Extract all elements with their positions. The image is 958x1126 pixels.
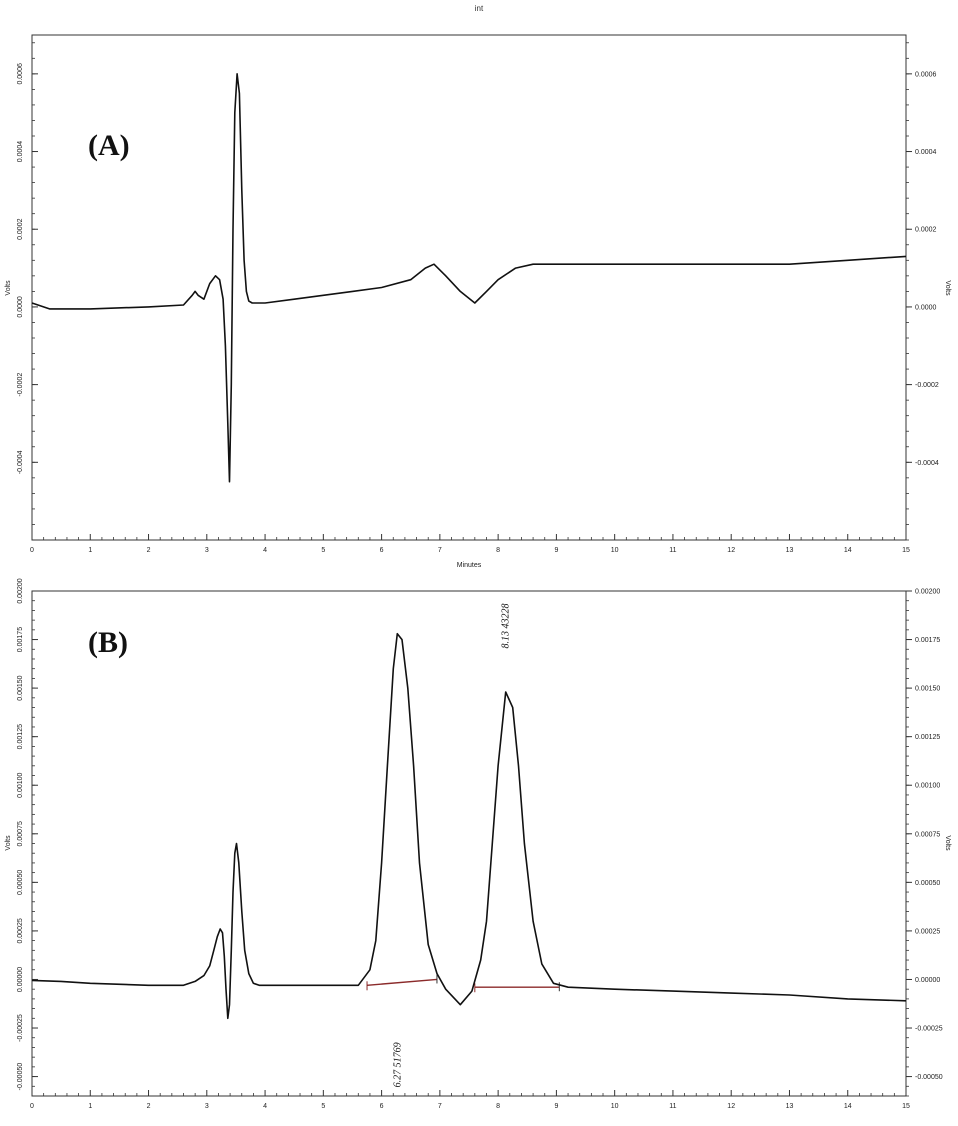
panel-b-x-tick-label: 3 — [205, 1103, 209, 1110]
panel-b-x-tick-label: 4 — [263, 1103, 267, 1110]
panel-a-y-tick-label-right: 0.0002 — [915, 227, 937, 234]
panel-a-x-tick-label: 1 — [88, 547, 92, 554]
panel-a-y-tick-label-right: -0.0004 — [915, 460, 939, 467]
panel-a-y-axis-title-right: Volts — [944, 280, 951, 296]
panel-a-x-tick-label: 7 — [438, 547, 442, 554]
panel-a-x-tick-label: 12 — [727, 547, 735, 554]
chromatogram-panel-a: (A) Minutes Volts Volts 0 1 2 3 4 5 6 7 8 9 10 11 12… — [5, 34, 951, 569]
panel-b-ticks: 0 1 2 3 4 5 6 7 8 9 10 11 12 13 14 15-0.00050 -0.00050-0… — [17, 578, 943, 1110]
panel-b-x-tick-label: 15 — [902, 1103, 910, 1110]
panel-b-y-tick-label-right: 0.00025 — [915, 928, 940, 935]
panel-b-x-tick-label: 13 — [786, 1103, 794, 1110]
panel-a-x-tick-label: 2 — [147, 547, 151, 554]
panel-b-x-tick-label: 8 — [496, 1103, 500, 1110]
panel-b-y-tick-label-left: -0.00050 — [17, 1063, 24, 1091]
panel-a-y-tick-label-left: 0.0004 — [17, 141, 24, 163]
panel-b-peak-annotation: 6.27 51769 — [392, 1042, 403, 1087]
panel-a-x-tick-label: 6 — [380, 547, 384, 554]
panel-b-integration-baseline — [366, 978, 438, 986]
panel-b-y-tick-label-left: 0.00125 — [17, 724, 24, 749]
panel-a-y-tick-label-right: -0.0002 — [915, 382, 939, 389]
panel-a-y-tick-label-left: 0.0006 — [17, 63, 24, 85]
panel-b-y-axis-title-left: Volts — [5, 835, 12, 851]
panel-a-y-axis-title-left: Volts — [5, 280, 12, 296]
panel-a-y-tick-label-left: 0.0000 — [17, 296, 24, 318]
panel-a-x-tick-label: 15 — [902, 547, 910, 554]
panel-b-x-tick-label: 6 — [380, 1103, 384, 1110]
panel-a-x-tick-label: 4 — [263, 547, 267, 554]
panel-a-y-tick-label-right: 0.0004 — [915, 149, 937, 156]
panel-b-y-tick-label-left: 0.00025 — [17, 918, 24, 943]
panel-a-y-tick-label-left: -0.0002 — [17, 373, 24, 397]
panel-a-frame — [31, 34, 907, 541]
panel-b-y-tick-label-right: -0.00050 — [915, 1074, 943, 1081]
panel-a-x-tick-label: 13 — [786, 547, 794, 554]
panel-a-x-tick-label: 8 — [496, 547, 500, 554]
panel-b-y-tick-label-right: 0.00100 — [915, 783, 940, 790]
panel-a-x-tick-label: 5 — [321, 547, 325, 554]
panel-b-peak-annotation: 8.13 43228 — [501, 603, 512, 648]
panel-a-x-tick-label: 9 — [554, 547, 558, 554]
panel-b-y-tick-label-right: -0.00025 — [915, 1026, 943, 1033]
panel-b-x-tick-label: 2 — [147, 1103, 151, 1110]
chromatogram-panel-b: (B) Volts Volts 0 1 2 3 4 5 6 7 8 9 10 11 12 13 14 15-0… — [5, 578, 951, 1110]
panel-a-label: (A) — [88, 129, 130, 162]
panel-b-x-tick-label: 5 — [321, 1103, 325, 1110]
panel-b-marks: 6.27 51769 8.13 43228 — [31, 603, 907, 1087]
panel-a-x-tick-label: 0 — [30, 547, 34, 554]
panel-b-y-tick-label-left: 0.00200 — [17, 578, 24, 603]
panel-b-y-tick-label-right: 0.00200 — [915, 589, 940, 596]
panel-b-x-tick-label: 7 — [438, 1103, 442, 1110]
panel-b-y-tick-label-right: 0.00175 — [915, 637, 940, 644]
panel-b-frame — [31, 590, 907, 1097]
panel-b-y-tick-label-left: 0.00050 — [17, 870, 24, 895]
panel-b-x-tick-label: 11 — [669, 1103, 676, 1110]
panel-b-y-tick-label-left: 0.00100 — [17, 772, 24, 797]
panel-a-x-tick-label: 14 — [844, 547, 852, 554]
panel-a-y-tick-label-left: -0.0004 — [17, 450, 24, 474]
panel-b-x-tick-label: 1 — [88, 1103, 92, 1110]
panel-a-signal-trace — [31, 73, 907, 483]
panel-a-x-tick-label: 11 — [669, 547, 676, 554]
panel-b-y-tick-label-right: 0.00000 — [915, 977, 940, 984]
panel-b-y-tick-label-left: 0.00150 — [17, 675, 24, 700]
panel-a-y-tick-label-left: 0.0002 — [17, 218, 24, 240]
panel-b-y-tick-label-left: 0.00000 — [17, 967, 24, 992]
panel-b-x-tick-label: 9 — [554, 1103, 558, 1110]
panel-b-signal-trace — [31, 632, 907, 1020]
figure-title: int — [475, 4, 484, 13]
panel-a-x-axis-title: Minutes — [457, 562, 482, 569]
panel-a-marks — [31, 73, 907, 483]
panel-b-y-tick-label-left: -0.00025 — [17, 1014, 24, 1042]
panel-b-y-axis-title-right: Volts — [944, 835, 951, 851]
panel-b-label: (B) — [88, 626, 128, 659]
panel-a-y-tick-label-right: 0.0006 — [915, 71, 937, 78]
panel-b-y-tick-label-right: 0.00075 — [915, 831, 940, 838]
panel-b-y-tick-label-right: 0.00125 — [915, 734, 940, 741]
panel-a-x-tick-label: 10 — [611, 547, 619, 554]
panel-b-y-tick-label-right: 0.00150 — [915, 686, 940, 693]
panel-a-ticks: 0 1 2 3 4 5 6 7 8 9 10 11 12 13 14 15-0.0004 -0.0004-0.0… — [17, 42, 939, 554]
panel-b-y-tick-label-left: 0.00175 — [17, 627, 24, 652]
panel-b-x-tick-label: 0 — [30, 1103, 34, 1110]
panel-b-y-tick-label-left: 0.00075 — [17, 821, 24, 846]
panel-b-x-tick-label: 10 — [611, 1103, 619, 1110]
panel-b-x-tick-label: 12 — [727, 1103, 735, 1110]
panel-a-y-tick-label-right: 0.0000 — [915, 304, 937, 311]
panel-a-x-tick-label: 3 — [205, 547, 209, 554]
panel-b-y-tick-label-right: 0.00050 — [915, 880, 940, 887]
panel-b-x-tick-label: 14 — [844, 1103, 852, 1110]
